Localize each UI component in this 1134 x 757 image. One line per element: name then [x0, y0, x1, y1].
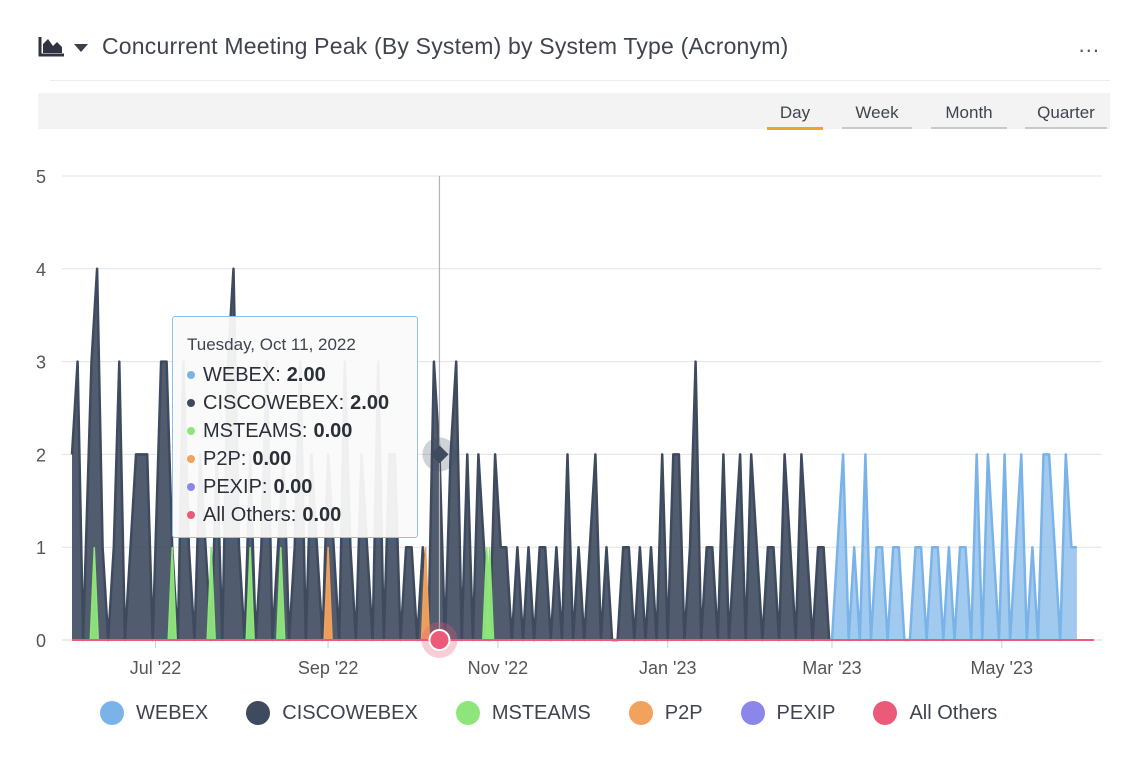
chart-header: Concurrent Meeting Peak (By System) by S…	[38, 26, 1108, 66]
legend-item-all-others[interactable]: All Others	[873, 701, 997, 725]
tooltip-series-name: PEXIP:	[203, 475, 268, 498]
tooltip-series-value: 2.00	[350, 391, 390, 414]
tooltip-date: Tuesday, Oct 11, 2022	[187, 335, 356, 354]
header-divider	[50, 80, 1110, 81]
hover-tooltip: Tuesday, Oct 11, 2022 WEBEX: 2.00 CISCOWEB…	[172, 316, 418, 538]
tooltip-row: WEBEX: 2.00	[187, 361, 417, 389]
hover-marker-all-others[interactable]	[428, 629, 451, 651]
tooltip-series-value: 0.00	[302, 503, 342, 526]
chart-legend: WEBEX CISCOWEBEX MSTEAMS P2P PEXIP All Others	[100, 696, 1035, 730]
tooltip-dot-icon	[187, 371, 195, 379]
tooltip-series-name: WEBEX:	[203, 363, 281, 386]
area-webex[interactable]	[831, 454, 1077, 640]
tooltip-dot-icon	[187, 427, 195, 435]
legend-item-ciscowebex[interactable]: CISCOWEBEX	[246, 701, 418, 725]
tooltip-row: All Others: 0.00	[187, 501, 417, 529]
tooltip-series-name: P2P:	[203, 447, 247, 470]
x-tick-label: Mar '23	[802, 658, 861, 678]
x-tick-label: Sep '22	[298, 658, 359, 678]
legend-dot-icon	[740, 701, 765, 725]
tab-month[interactable]: Month	[931, 103, 1007, 129]
legend-item-p2p[interactable]: P2P	[628, 701, 703, 725]
tooltip-series-value: 0.00	[273, 475, 313, 498]
legend-dot-icon	[455, 701, 480, 725]
tab-day[interactable]: Day	[767, 103, 823, 130]
tooltip-series-value: 0.00	[252, 447, 292, 470]
tooltip-series-name: MSTEAMS:	[203, 419, 308, 442]
x-tick-label: Jul '22	[130, 658, 181, 678]
y-tick-label: 2	[36, 445, 46, 465]
tooltip-dot-icon	[187, 511, 195, 519]
area-chart-icon[interactable]	[38, 35, 66, 57]
tooltip-series-name: CISCOWEBEX:	[203, 391, 345, 414]
legend-item-msteams[interactable]: MSTEAMS	[455, 701, 591, 725]
y-tick-label: 5	[36, 167, 46, 187]
more-options-icon[interactable]: ...	[1078, 32, 1100, 57]
tooltip-series-value: 0.00	[313, 419, 353, 442]
legend-dot-icon	[628, 701, 653, 725]
chevron-down-icon[interactable]	[74, 43, 88, 52]
tooltip-row: MSTEAMS: 0.00	[187, 417, 417, 445]
x-tick-label: Jan '23	[639, 658, 696, 678]
tooltip-row: P2P: 0.00	[187, 445, 417, 473]
area-chart[interactable]: 0 1 2 3 4 5 Jul '22 Sep '22 Nov '22 Jan '23 Mar '2…	[0, 140, 1134, 690]
legend-label: PEXIP	[776, 701, 836, 724]
tooltip-row: PEXIP: 0.00	[187, 473, 417, 501]
legend-item-pexip[interactable]: PEXIP	[740, 701, 836, 725]
tooltip-series-name: All Others:	[203, 503, 297, 526]
legend-label: MSTEAMS	[491, 701, 591, 724]
x-tick-label: Nov '22	[468, 658, 528, 678]
legend-dot-icon	[246, 701, 271, 725]
tab-quarter[interactable]: Quarter	[1025, 103, 1107, 129]
tab-week[interactable]: Week	[842, 103, 912, 129]
legend-label: WEBEX	[136, 701, 209, 724]
y-tick-label: 0	[36, 631, 46, 651]
legend-dot-icon	[873, 701, 898, 725]
tooltip-dot-icon	[187, 399, 195, 407]
tooltip-dot-icon	[187, 483, 195, 491]
legend-label: P2P	[664, 701, 703, 724]
legend-item-webex[interactable]: WEBEX	[100, 701, 208, 725]
tooltip-series-value: 2.00	[286, 363, 326, 386]
tooltip-dot-icon	[187, 455, 195, 463]
y-tick-label: 1	[36, 538, 46, 558]
y-tick-label: 4	[36, 260, 46, 280]
hover-marker-ciscowebex[interactable]	[430, 445, 449, 464]
tooltip-row: CISCOWEBEX: 2.00	[187, 389, 417, 417]
y-tick-label: 3	[36, 353, 46, 373]
chart-title: Concurrent Meeting Peak (By System) by S…	[102, 32, 789, 59]
legend-dot-icon	[100, 701, 124, 725]
time-granularity-toolbar: Day Week Month Quarter	[38, 93, 1110, 130]
x-tick-label: May '23	[971, 658, 1033, 678]
legend-label: All Others	[909, 701, 998, 724]
legend-label: CISCOWEBEX	[282, 701, 418, 724]
